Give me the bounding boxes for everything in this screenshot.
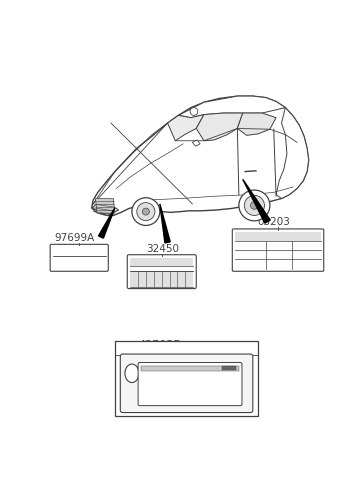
Polygon shape	[196, 113, 243, 141]
Circle shape	[137, 203, 155, 221]
Bar	[235, 241, 321, 250]
Circle shape	[142, 208, 149, 215]
Polygon shape	[178, 96, 286, 118]
Polygon shape	[99, 208, 115, 238]
Circle shape	[132, 198, 160, 226]
Text: 32450: 32450	[146, 244, 179, 254]
Circle shape	[190, 108, 198, 115]
Polygon shape	[192, 140, 200, 146]
Bar	[222, 366, 236, 370]
Polygon shape	[237, 113, 276, 135]
Polygon shape	[243, 179, 270, 223]
Polygon shape	[92, 200, 119, 216]
Polygon shape	[168, 115, 204, 141]
Polygon shape	[276, 108, 309, 199]
FancyBboxPatch shape	[232, 229, 324, 271]
Bar	[235, 250, 321, 259]
Bar	[130, 271, 193, 287]
Text: 43795B: 43795B	[138, 340, 181, 350]
FancyBboxPatch shape	[127, 255, 196, 288]
Circle shape	[239, 190, 270, 221]
Polygon shape	[160, 204, 170, 243]
Polygon shape	[96, 199, 115, 213]
Text: 05203: 05203	[257, 217, 290, 227]
Ellipse shape	[125, 364, 139, 383]
Bar	[141, 366, 239, 371]
Circle shape	[251, 202, 258, 209]
FancyBboxPatch shape	[120, 354, 253, 413]
Polygon shape	[92, 96, 309, 216]
Bar	[235, 232, 321, 241]
Circle shape	[244, 195, 265, 216]
FancyBboxPatch shape	[138, 362, 242, 406]
Text: 97699A: 97699A	[55, 233, 95, 243]
FancyBboxPatch shape	[50, 244, 108, 271]
Bar	[130, 258, 193, 265]
Bar	[115, 341, 258, 417]
